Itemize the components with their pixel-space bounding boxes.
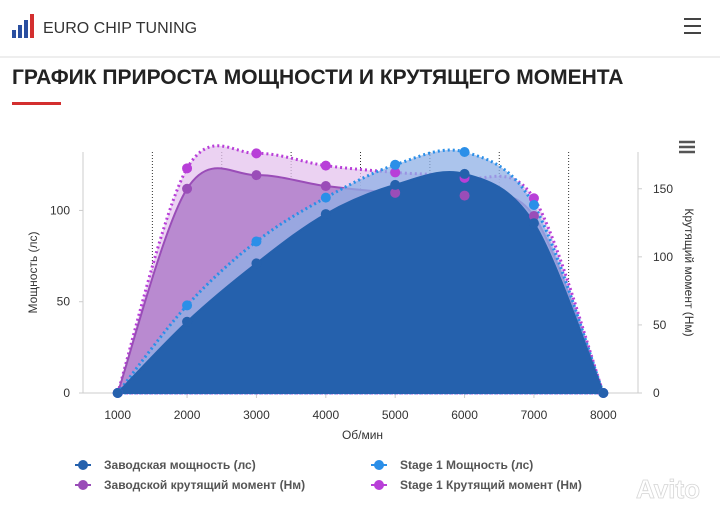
point — [182, 183, 193, 194]
y2-tick-label: 0 — [653, 386, 660, 400]
point — [390, 159, 401, 170]
y2-tick-label: 150 — [653, 182, 673, 196]
x-tick-label: 3000 — [243, 408, 270, 422]
y-tick-label: 0 — [63, 386, 70, 400]
point — [528, 218, 539, 229]
point — [320, 209, 331, 220]
point — [528, 210, 539, 221]
legend-label: Заводской крутящий момент (Нм) — [104, 478, 305, 492]
x-axis-title: Об/мин — [342, 428, 383, 442]
x-tick-label: 5000 — [382, 408, 409, 422]
legend-symbol — [78, 480, 88, 490]
legend-label: Stage 1 Крутящий момент (Нм) — [400, 478, 582, 492]
point — [251, 236, 262, 247]
legend-item[interactable]: Stage 1 Крутящий момент (Нм) — [371, 478, 582, 492]
x-tick-label: 1000 — [104, 408, 131, 422]
point — [182, 316, 193, 327]
legend-symbol — [78, 460, 88, 470]
x-tick-label: 8000 — [590, 408, 617, 422]
point — [459, 147, 470, 157]
point — [251, 148, 262, 159]
point — [390, 179, 401, 190]
chart-menu[interactable] — [679, 140, 695, 154]
x-tick-label: 2000 — [174, 408, 201, 422]
x-tick-label: 6000 — [451, 408, 478, 422]
point — [598, 388, 609, 398]
point — [320, 160, 331, 171]
y-tick-label: 100 — [50, 203, 70, 217]
y2-axis-title: Крутящий момент (Нм) — [682, 208, 696, 336]
point — [528, 199, 539, 210]
x-tick-label: 7000 — [521, 408, 548, 422]
point — [320, 181, 331, 192]
y2-tick-label: 100 — [653, 250, 673, 264]
chart: 1000 2000 3000 4000 5000 6000 7000 800005010005… — [26, 144, 696, 492]
point — [251, 170, 262, 181]
point — [459, 190, 470, 201]
legend-item[interactable]: Заводской крутящий момент (Нм) — [75, 478, 305, 492]
watermark: Avito — [636, 474, 700, 504]
legend-item[interactable]: Stage 1 Мощность (лс) — [371, 458, 533, 472]
logo — [12, 14, 34, 38]
area — [115, 170, 605, 394]
y2-tick-label: 50 — [653, 318, 667, 332]
point — [390, 167, 401, 178]
menu-button[interactable] — [684, 18, 701, 34]
brand: EURO CHIP TUNING — [43, 20, 197, 37]
point — [251, 258, 262, 269]
y-axis-title: Мощность (лс) — [26, 231, 40, 313]
legend-label: Заводская мощность (лс) — [104, 458, 256, 472]
legend-symbol — [374, 480, 384, 490]
point — [390, 187, 401, 198]
y-tick-label: 50 — [57, 295, 71, 309]
x-tick-label: 4000 — [312, 408, 339, 422]
point — [112, 388, 123, 398]
page-title: ГРАФИК ПРИРОСТА МОЩНОСТИ И КРУТЯЩЕГО МОМ… — [12, 66, 623, 89]
title-underline — [12, 102, 61, 105]
legend-symbol — [374, 460, 384, 470]
point — [459, 168, 470, 179]
point — [182, 300, 193, 311]
legend-label: Stage 1 Мощность (лс) — [400, 458, 533, 472]
legend-item[interactable]: Заводская мощность (лс) — [75, 458, 256, 472]
point — [320, 192, 331, 203]
point — [182, 163, 193, 174]
